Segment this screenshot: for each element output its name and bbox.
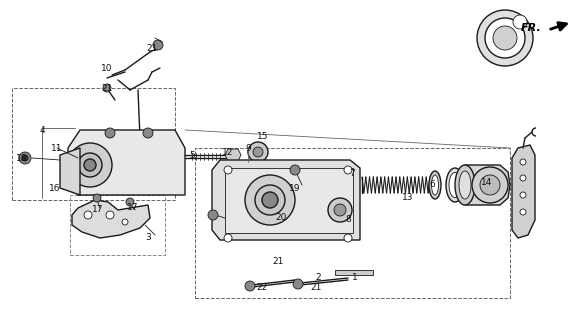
Circle shape [293, 279, 303, 289]
Text: 18: 18 [16, 154, 28, 163]
Circle shape [485, 18, 525, 58]
Polygon shape [72, 200, 150, 238]
Bar [225, 168, 353, 233]
Text: 20: 20 [275, 213, 286, 222]
Text: 16: 16 [49, 183, 60, 193]
Text: 15: 15 [257, 132, 269, 140]
Circle shape [513, 15, 527, 29]
Bar [12, 88, 175, 200]
Ellipse shape [431, 175, 438, 195]
Circle shape [520, 175, 526, 181]
Text: 4: 4 [39, 125, 45, 134]
Bar [195, 148, 510, 298]
Text: 21: 21 [146, 44, 158, 52]
Text: 21: 21 [102, 84, 113, 92]
Text: 11: 11 [51, 143, 63, 153]
Text: 17: 17 [92, 205, 104, 214]
Circle shape [520, 192, 526, 198]
Circle shape [290, 165, 300, 175]
Circle shape [255, 185, 285, 215]
Circle shape [262, 192, 278, 208]
Polygon shape [60, 148, 80, 195]
Circle shape [143, 128, 153, 138]
Ellipse shape [455, 165, 475, 205]
Circle shape [103, 84, 111, 92]
Circle shape [84, 159, 96, 171]
Circle shape [68, 143, 112, 187]
Circle shape [126, 198, 134, 206]
Text: 13: 13 [402, 194, 414, 203]
Circle shape [344, 166, 352, 174]
Circle shape [253, 147, 263, 157]
Text: 21: 21 [272, 258, 284, 267]
Circle shape [84, 211, 92, 219]
Circle shape [245, 175, 295, 225]
Circle shape [208, 210, 218, 220]
Text: 19: 19 [289, 183, 301, 193]
Circle shape [520, 159, 526, 165]
Bar [335, 270, 373, 275]
Ellipse shape [446, 168, 464, 202]
Circle shape [477, 10, 533, 66]
Circle shape [106, 211, 114, 219]
Polygon shape [465, 165, 510, 205]
Polygon shape [68, 130, 185, 195]
Circle shape [22, 155, 28, 161]
Text: 6: 6 [429, 180, 435, 188]
Text: 12: 12 [222, 148, 234, 156]
Circle shape [93, 194, 101, 202]
Circle shape [245, 281, 255, 291]
Polygon shape [225, 149, 241, 161]
Text: 9: 9 [245, 143, 251, 153]
Text: 1: 1 [352, 274, 358, 283]
Text: 10: 10 [101, 63, 113, 73]
Circle shape [19, 152, 31, 164]
Polygon shape [512, 145, 535, 238]
Circle shape [78, 153, 102, 177]
Text: 8: 8 [345, 215, 351, 225]
Text: 3: 3 [145, 234, 151, 243]
Text: 21: 21 [311, 284, 322, 292]
Circle shape [224, 234, 232, 242]
Bar [70, 195, 165, 255]
Text: 14: 14 [481, 178, 492, 187]
Circle shape [122, 219, 128, 225]
Circle shape [105, 128, 115, 138]
Text: 5: 5 [189, 150, 195, 159]
Text: 2: 2 [315, 274, 321, 283]
Circle shape [480, 175, 500, 195]
Ellipse shape [449, 172, 461, 197]
Text: 22: 22 [257, 284, 268, 292]
Circle shape [153, 40, 163, 50]
Circle shape [493, 26, 517, 50]
Circle shape [334, 204, 346, 216]
Ellipse shape [429, 171, 441, 199]
Circle shape [328, 198, 352, 222]
Circle shape [472, 167, 508, 203]
Circle shape [344, 234, 352, 242]
Circle shape [248, 142, 268, 162]
Text: FR.: FR. [521, 23, 542, 33]
Text: 17: 17 [127, 204, 139, 212]
Ellipse shape [459, 171, 471, 199]
Circle shape [520, 209, 526, 215]
Text: 7: 7 [349, 169, 355, 178]
Circle shape [224, 166, 232, 174]
Polygon shape [212, 160, 360, 240]
